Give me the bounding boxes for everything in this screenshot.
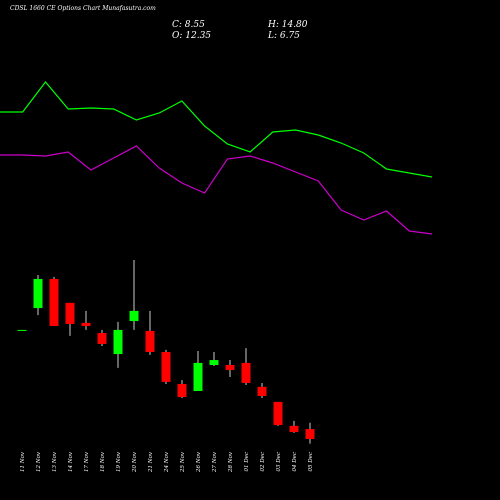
x-tick-label: 03 Dec bbox=[276, 452, 282, 472]
indicator-line bbox=[0, 145, 433, 235]
x-tick-label: 25 Nov bbox=[180, 451, 186, 473]
candle-body bbox=[305, 429, 315, 439]
candle-body bbox=[193, 362, 203, 391]
candle-body bbox=[65, 302, 75, 324]
x-tick-label: 21 Nov bbox=[148, 451, 154, 473]
info-open: O: 12.35 bbox=[172, 31, 211, 41]
x-tick-label: 02 Dec bbox=[260, 452, 266, 472]
x-tick-label: 12 Nov bbox=[36, 451, 42, 472]
candle-body bbox=[129, 310, 139, 322]
candle-body bbox=[33, 278, 43, 309]
candle-body bbox=[257, 386, 267, 396]
candle-body bbox=[273, 401, 283, 426]
x-tick-label: 13 Nov bbox=[52, 451, 58, 472]
candle-body bbox=[81, 322, 91, 326]
indicator-line bbox=[0, 81, 433, 178]
candle-body bbox=[161, 352, 171, 382]
x-tick-label: 18 Nov bbox=[100, 451, 106, 472]
x-tick-label: 01 Dec bbox=[244, 452, 250, 472]
candle-body bbox=[17, 329, 27, 331]
candle-body bbox=[97, 333, 107, 344]
candle-body bbox=[289, 425, 299, 433]
x-tick-label: 11 Nov bbox=[20, 451, 26, 472]
candle-body bbox=[177, 383, 187, 397]
x-tick-label: 19 Nov bbox=[116, 451, 122, 472]
x-tick-label: 17 Nov bbox=[84, 451, 90, 472]
chart-title: CDSL 1660 CE Options Chart Munafasutra.c… bbox=[10, 5, 156, 12]
info-close: C: 8.55 bbox=[172, 20, 205, 30]
candle-body bbox=[49, 278, 59, 326]
x-tick-label: 04 Dec bbox=[292, 452, 298, 472]
x-tick-label: 20 Nov bbox=[132, 451, 138, 473]
x-tick-label: 14 Nov bbox=[68, 451, 74, 472]
candle-body bbox=[145, 330, 155, 352]
info-high: H: 14.80 bbox=[267, 20, 308, 30]
candle-body bbox=[241, 362, 251, 383]
candle-body bbox=[113, 329, 123, 355]
candle-body bbox=[209, 360, 219, 365]
x-tick-label: 26 Nov bbox=[196, 451, 202, 473]
x-tick-label: 27 Nov bbox=[212, 451, 218, 473]
candle-body bbox=[225, 365, 235, 370]
info-low: L: 6.75 bbox=[267, 31, 300, 41]
x-tick-label: 28 Nov bbox=[228, 451, 234, 473]
x-tick-label: 24 Nov bbox=[164, 451, 170, 473]
x-tick-label: 05 Dec bbox=[308, 452, 314, 472]
